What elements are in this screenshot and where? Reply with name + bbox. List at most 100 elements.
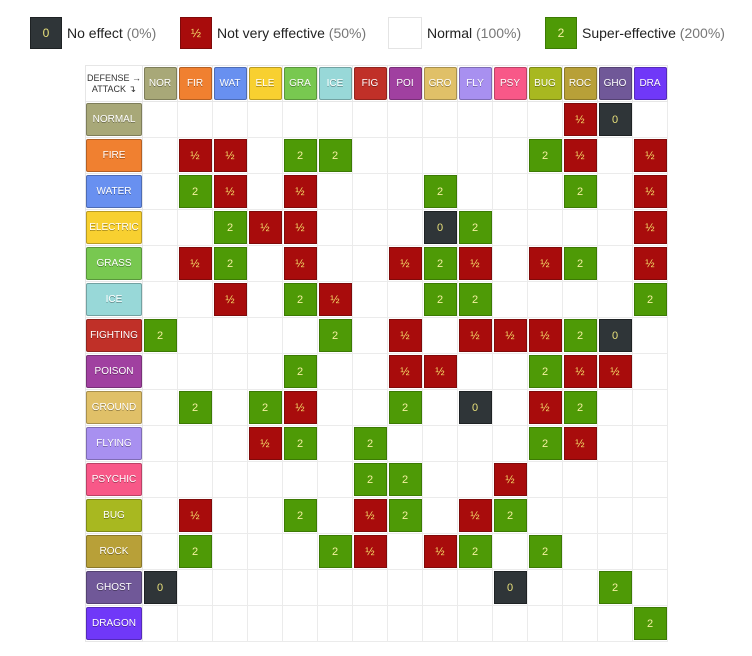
attack-type-label: FIRE [86,139,142,172]
effectiveness-cell [247,533,283,570]
defense-type-label: FIR [178,67,212,100]
effectiveness-cell: ½ [387,245,423,282]
effectiveness-value: ½ [633,211,667,244]
legend-text: Not very effective [217,25,325,41]
legend-swatch-normal [388,17,422,49]
effectiveness-value: ½ [353,499,387,532]
legend-swatch-half: ½ [180,17,212,49]
effectiveness-cell: 2 [422,173,458,210]
effectiveness-value: ½ [388,355,422,388]
effectiveness-cell [142,281,178,318]
effectiveness-cell [422,389,458,426]
effectiveness-cell [317,353,353,390]
effectiveness-cell [457,137,493,174]
effectiveness-value: ½ [283,175,317,208]
attack-type-flying: FLYING [85,425,143,462]
effectiveness-value: ½ [283,211,317,244]
attack-row-water: WATER 2 ½ ½ 2 2 ½ [85,173,668,210]
attack-type-bug: BUG [85,497,143,534]
effectiveness-cell: ½ [212,173,248,210]
effectiveness-value: 2 [458,283,492,316]
effectiveness-value: ½ [388,319,422,352]
effectiveness-cell [212,533,248,570]
effectiveness-cell: 2 [177,533,213,570]
effectiveness-cell: ½ [632,245,668,282]
type-chart-table: DEFENSE → ATTACK ↴ NOR FIR WAT ELE GRA ICE FIG… [85,65,668,642]
effectiveness-cell: 2 [352,425,388,462]
effectiveness-cell: 2 [352,461,388,498]
attack-row-rock: ROCK 2 2 ½ ½ 2 2 [85,533,668,570]
defense-type-gra: GRA [282,65,318,102]
effectiveness-cell: 2 [212,209,248,246]
effectiveness-cell [317,389,353,426]
effectiveness-cell: 0 [597,101,633,138]
effectiveness-value: ½ [213,139,247,172]
effectiveness-cell [527,173,563,210]
legend-percent: (200%) [679,25,725,41]
effectiveness-cell: ½ [597,353,633,390]
effectiveness-cell [247,569,283,606]
effectiveness-value: 2 [318,319,352,352]
defense-type-fly: FLY [457,65,493,102]
effectiveness-cell [142,605,178,642]
effectiveness-cell [142,101,178,138]
effectiveness-cell: ½ [457,497,493,534]
effectiveness-value: ½ [528,319,562,352]
effectiveness-cell: 2 [282,137,318,174]
effectiveness-value: ½ [318,283,352,316]
defense-type-ice: ICE [317,65,353,102]
defense-type-fig: FIG [352,65,388,102]
effectiveness-cell [632,425,668,462]
effectiveness-cell [457,605,493,642]
effectiveness-cell [422,317,458,354]
effectiveness-cell [632,461,668,498]
effectiveness-cell [632,353,668,390]
defense-type-label: ICE [318,67,352,100]
effectiveness-value: 0 [598,319,632,352]
defense-type-nor: NOR [142,65,178,102]
effectiveness-cell [492,605,528,642]
effectiveness-cell: 2 [632,605,668,642]
effectiveness-value: 0 [458,391,492,424]
effectiveness-cell: 2 [387,497,423,534]
effectiveness-cell: 2 [597,569,633,606]
effectiveness-cell [387,281,423,318]
effectiveness-cell: 2 [142,317,178,354]
effectiveness-cell [177,281,213,318]
effectiveness-cell: ½ [527,245,563,282]
attack-type-fire: FIRE [85,137,143,174]
effectiveness-value: 2 [388,391,422,424]
effectiveness-cell [212,101,248,138]
effectiveness-cell [562,533,598,570]
legend-text: Super-effective [582,25,676,41]
legend-label-normal: Normal (100%) [427,25,521,41]
effectiveness-cell [562,605,598,642]
effectiveness-cell: 2 [527,353,563,390]
defense-header-row: DEFENSE → ATTACK ↴ NOR FIR WAT ELE GRA ICE FIG… [85,65,668,102]
effectiveness-cell: 2 [562,317,598,354]
effectiveness-cell: ½ [387,317,423,354]
effectiveness-cell [562,281,598,318]
effectiveness-value: 2 [283,427,317,460]
legend-item-zero: 0 No effect (0%) [30,16,156,50]
effectiveness-value: 2 [143,319,177,352]
effectiveness-value: 2 [318,535,352,568]
effectiveness-cell: 2 [492,497,528,534]
attack-type-label: GHOST [86,571,142,604]
effectiveness-cell [632,569,668,606]
defense-type-label: POI [388,67,422,100]
attack-row-dragon: DRAGON 2 [85,605,668,642]
defense-type-label: NOR [143,67,177,100]
defense-type-label: GRO [423,67,457,100]
effectiveness-cell [457,101,493,138]
effectiveness-cell [387,425,423,462]
effectiveness-cell: ½ [492,461,528,498]
effectiveness-cell [562,569,598,606]
effectiveness-cell: 2 [317,137,353,174]
effectiveness-value: ½ [598,355,632,388]
defense-type-gho: GHO [597,65,633,102]
effectiveness-cell [142,353,178,390]
defense-type-dra: DRA [632,65,668,102]
attack-row-electric: ELECTRIC 2 ½ ½ 0 2 ½ [85,209,668,246]
effectiveness-value: 0 [423,211,457,244]
